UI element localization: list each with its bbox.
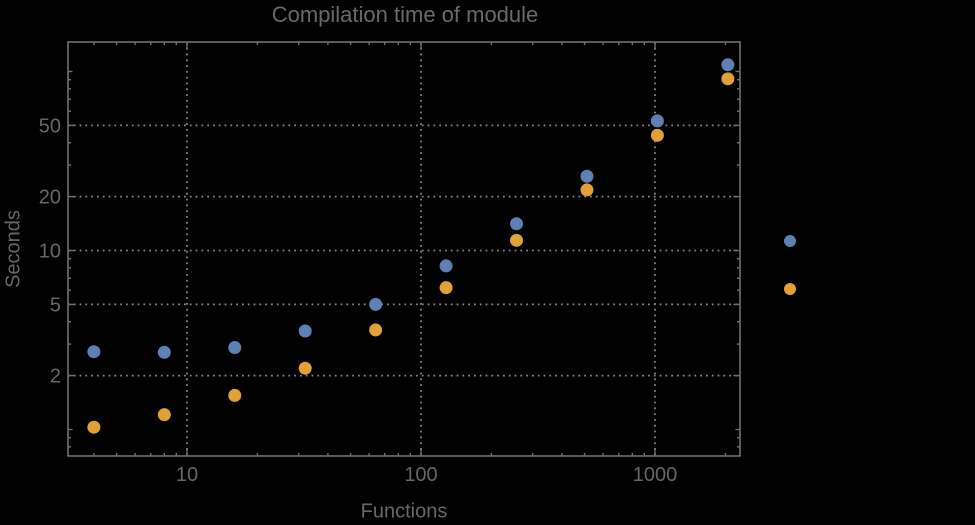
- x-tick-label: 100: [404, 464, 437, 486]
- data-point-series-2: [580, 183, 594, 197]
- data-point-series-2: [228, 388, 242, 402]
- legend-marker: [784, 235, 796, 247]
- y-tick-label: 20: [39, 187, 61, 209]
- data-point-series-2: [721, 72, 735, 86]
- data-point-series-2: [369, 323, 383, 337]
- data-point-series-1: [510, 217, 524, 231]
- y-axis-label: Seconds: [2, 210, 25, 288]
- x-tick-label: 10: [176, 464, 198, 486]
- data-point-series-2: [298, 361, 312, 375]
- y-tick-label: 10: [39, 241, 61, 263]
- y-tick-label: 5: [50, 294, 61, 316]
- data-point-series-1: [228, 341, 242, 355]
- data-point-series-2: [650, 128, 664, 142]
- y-tick-label: 2: [50, 366, 61, 388]
- x-axis-label: Functions: [360, 500, 448, 523]
- data-point-series-1: [721, 58, 735, 72]
- data-point-series-1: [580, 169, 594, 183]
- y-tick-label: 50: [39, 115, 61, 137]
- data-point-series-2: [439, 281, 453, 295]
- data-point-series-1: [439, 259, 453, 273]
- plot-frame: [67, 41, 741, 457]
- chart-title: Compilation time of module: [271, 2, 539, 27]
- data-point-series-1: [157, 345, 171, 359]
- data-point-series-2: [87, 420, 101, 434]
- data-point-series-2: [510, 233, 524, 247]
- x-tick-label: 1000: [633, 464, 678, 486]
- data-point-series-1: [87, 345, 101, 359]
- data-point-series-1: [298, 324, 312, 338]
- data-point-series-1: [369, 297, 383, 311]
- data-point-series-1: [650, 114, 664, 128]
- data-point-series-2: [157, 408, 171, 422]
- legend-marker: [784, 283, 796, 295]
